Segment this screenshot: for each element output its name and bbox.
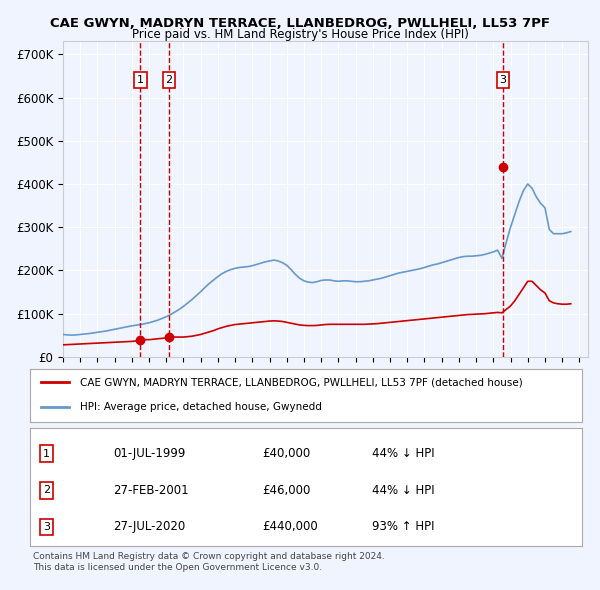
Text: 44% ↓ HPI: 44% ↓ HPI — [372, 447, 435, 460]
Text: Price paid vs. HM Land Registry's House Price Index (HPI): Price paid vs. HM Land Registry's House … — [131, 28, 469, 41]
Text: £440,000: £440,000 — [262, 520, 317, 533]
Text: CAE GWYN, MADRYN TERRACE, LLANBEDROG, PWLLHELI, LL53 7PF: CAE GWYN, MADRYN TERRACE, LLANBEDROG, PW… — [50, 17, 550, 30]
Text: CAE GWYN, MADRYN TERRACE, LLANBEDROG, PWLLHELI, LL53 7PF (detached house): CAE GWYN, MADRYN TERRACE, LLANBEDROG, PW… — [80, 377, 523, 387]
Text: £46,000: £46,000 — [262, 484, 310, 497]
Text: 1: 1 — [137, 75, 144, 85]
Text: 93% ↑ HPI: 93% ↑ HPI — [372, 520, 435, 533]
Text: £40,000: £40,000 — [262, 447, 310, 460]
Text: 2: 2 — [166, 75, 173, 85]
Text: This data is licensed under the Open Government Licence v3.0.: This data is licensed under the Open Gov… — [33, 563, 322, 572]
Text: 2: 2 — [43, 486, 50, 495]
Text: 27-JUL-2020: 27-JUL-2020 — [113, 520, 185, 533]
Text: 1: 1 — [43, 449, 50, 458]
Text: 01-JUL-1999: 01-JUL-1999 — [113, 447, 185, 460]
Text: 3: 3 — [43, 522, 50, 532]
Text: 3: 3 — [499, 75, 506, 85]
Text: 27-FEB-2001: 27-FEB-2001 — [113, 484, 188, 497]
Text: Contains HM Land Registry data © Crown copyright and database right 2024.: Contains HM Land Registry data © Crown c… — [33, 552, 385, 560]
Text: HPI: Average price, detached house, Gwynedd: HPI: Average price, detached house, Gwyn… — [80, 402, 322, 412]
Text: 44% ↓ HPI: 44% ↓ HPI — [372, 484, 435, 497]
